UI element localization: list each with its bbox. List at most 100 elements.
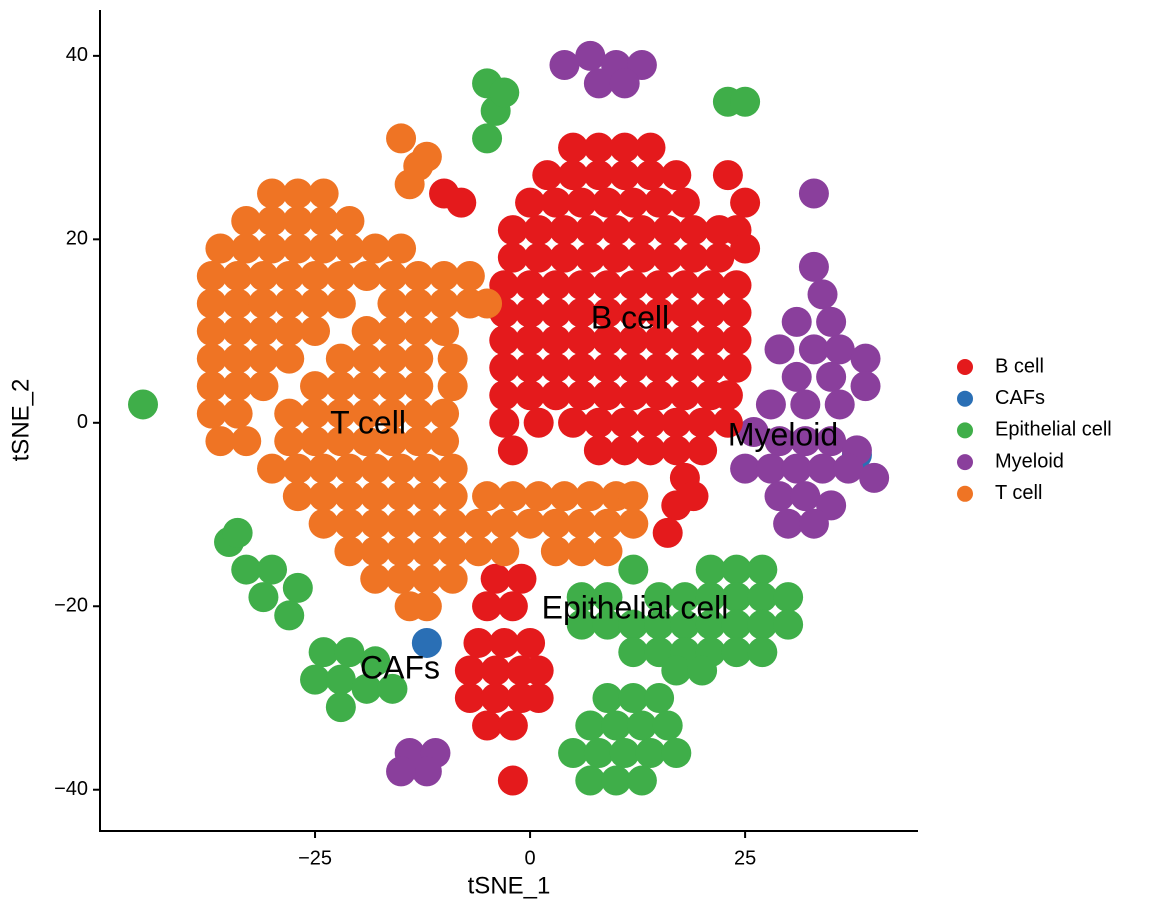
- y-tick-label: −40: [54, 778, 88, 800]
- point: [222, 261, 253, 292]
- point: [308, 453, 339, 484]
- point: [747, 582, 778, 613]
- point: [566, 508, 597, 539]
- point: [747, 637, 778, 668]
- point: [721, 637, 752, 668]
- point: [360, 646, 391, 677]
- point: [325, 288, 356, 319]
- point: [497, 710, 528, 741]
- point: [222, 517, 253, 548]
- point: [695, 554, 726, 585]
- point: [360, 453, 391, 484]
- point: [695, 352, 726, 383]
- legend-label: B cell: [995, 355, 1044, 377]
- point: [377, 371, 408, 402]
- point: [661, 655, 692, 686]
- point: [790, 426, 821, 457]
- point: [721, 270, 752, 301]
- point: [257, 453, 288, 484]
- point: [721, 352, 752, 383]
- point: [325, 371, 356, 402]
- point: [626, 215, 657, 246]
- point: [566, 609, 597, 640]
- point: [515, 270, 546, 301]
- point: [334, 205, 365, 236]
- point: [248, 343, 279, 374]
- point: [626, 765, 657, 796]
- point: [549, 215, 580, 246]
- point: [403, 316, 434, 347]
- point: [360, 563, 391, 594]
- point: [601, 710, 632, 741]
- point: [196, 288, 227, 319]
- point: [351, 673, 382, 704]
- point: [661, 738, 692, 769]
- point: [489, 352, 520, 383]
- point: [824, 389, 855, 420]
- point: [704, 242, 735, 273]
- point: [523, 655, 554, 686]
- point: [282, 453, 313, 484]
- cluster-label: CAFs: [360, 649, 440, 685]
- point: [798, 178, 829, 209]
- point: [816, 306, 847, 337]
- point: [257, 178, 288, 209]
- point: [274, 261, 305, 292]
- point: [515, 325, 546, 356]
- point: [489, 536, 520, 567]
- point: [222, 288, 253, 319]
- point: [386, 481, 417, 512]
- y-tick-label: −20: [54, 595, 88, 617]
- point: [661, 160, 692, 191]
- point: [222, 343, 253, 374]
- point: [334, 536, 365, 567]
- point: [489, 380, 520, 411]
- point: [669, 270, 700, 301]
- point: [558, 160, 589, 191]
- point: [773, 582, 804, 613]
- point: [386, 508, 417, 539]
- point: [360, 508, 391, 539]
- point: [790, 389, 821, 420]
- point: [669, 352, 700, 383]
- point: [566, 297, 597, 328]
- point: [196, 371, 227, 402]
- point: [798, 508, 829, 539]
- point: [515, 508, 546, 539]
- point: [850, 371, 881, 402]
- point: [386, 453, 417, 484]
- point: [575, 481, 606, 512]
- point: [257, 554, 288, 585]
- point: [196, 261, 227, 292]
- point: [678, 481, 709, 512]
- point: [764, 426, 795, 457]
- point: [635, 160, 666, 191]
- point: [360, 481, 391, 512]
- point: [558, 132, 589, 163]
- point: [523, 242, 554, 273]
- point: [618, 554, 649, 585]
- point: [205, 426, 236, 457]
- point: [411, 563, 442, 594]
- point: [661, 407, 692, 438]
- point: [429, 316, 460, 347]
- point: [575, 242, 606, 273]
- point: [592, 609, 623, 640]
- point: [334, 453, 365, 484]
- point: [575, 215, 606, 246]
- point: [489, 407, 520, 438]
- point: [446, 187, 477, 218]
- point: [300, 426, 331, 457]
- point: [712, 160, 743, 191]
- point: [429, 398, 460, 429]
- point: [558, 738, 589, 769]
- point: [282, 572, 313, 603]
- point: [454, 655, 485, 686]
- point: [798, 334, 829, 365]
- point: [429, 261, 460, 292]
- point: [833, 453, 864, 484]
- point: [300, 664, 331, 695]
- point: [540, 536, 571, 567]
- point: [377, 316, 408, 347]
- x-tick-label: 0: [525, 847, 536, 869]
